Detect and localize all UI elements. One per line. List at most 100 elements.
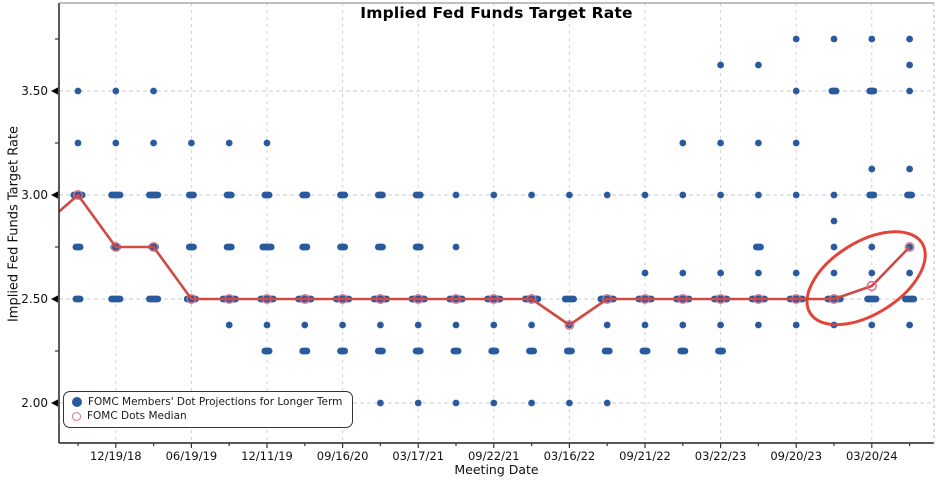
fomc-dot-cluster bbox=[337, 191, 349, 199]
y-tick-arrow-icon bbox=[51, 399, 58, 407]
open-circle-icon bbox=[72, 411, 81, 421]
median-marker bbox=[904, 242, 915, 252]
fomc-dot-cluster bbox=[639, 347, 651, 355]
fomc-dot bbox=[150, 139, 158, 147]
fomc-dot bbox=[641, 269, 649, 277]
fomc-dot bbox=[906, 35, 913, 43]
fomc-dot bbox=[452, 321, 460, 329]
fomc-dot bbox=[414, 321, 422, 329]
median-marker-highlight bbox=[866, 280, 877, 292]
fomc-dot bbox=[717, 269, 724, 277]
fomc-dot bbox=[679, 139, 687, 147]
fomc-dot bbox=[263, 321, 271, 329]
fomc-dot-cluster bbox=[828, 87, 840, 95]
fomc-dot bbox=[792, 269, 800, 277]
fomc-dot bbox=[566, 191, 573, 199]
fomc-dot bbox=[755, 321, 762, 329]
fomc-dot-cluster bbox=[715, 347, 727, 355]
fomc-dot bbox=[792, 321, 800, 329]
median-line bbox=[58, 193, 911, 327]
fomc-dot bbox=[717, 139, 724, 147]
y-tick-arrow-icon bbox=[51, 87, 58, 95]
fomc-dot-cluster bbox=[488, 347, 500, 355]
y-axis-title: Implied Fed Funds Target Rate bbox=[6, 125, 22, 323]
fomc-dot bbox=[188, 139, 195, 147]
median-marker bbox=[564, 320, 575, 330]
fomc-dot-cluster bbox=[904, 191, 916, 199]
fomc-dot-cluster bbox=[299, 191, 311, 199]
x-tick-label: 03/22/23 bbox=[695, 449, 747, 463]
fomc-dot-cluster bbox=[108, 295, 124, 303]
fomc-dot bbox=[414, 399, 422, 407]
y-tick-arrow-icon bbox=[51, 295, 58, 303]
fomc-dot bbox=[603, 321, 611, 329]
x-tick-label: 09/20/23 bbox=[770, 449, 822, 463]
x-axis-title: Meeting Date bbox=[454, 462, 539, 477]
fomc-dot-cluster bbox=[864, 295, 880, 303]
fomc-dot-cluster bbox=[412, 243, 424, 251]
fomc-dot bbox=[868, 243, 876, 251]
fomc-dot bbox=[377, 399, 384, 407]
y-tick-label: 2.00 bbox=[21, 396, 48, 410]
x-tick-label: 03/16/22 bbox=[544, 449, 596, 463]
fomc-dot bbox=[792, 87, 800, 95]
fomc-dot bbox=[717, 191, 724, 199]
fomc-dot bbox=[679, 321, 687, 329]
x-tick-label: 09/21/22 bbox=[619, 449, 671, 463]
fomc-dot bbox=[906, 165, 913, 173]
fomc-dot bbox=[225, 139, 233, 147]
fomc-dot bbox=[906, 321, 913, 329]
fomc-dot-cluster bbox=[902, 295, 918, 303]
fomc-dot-cluster bbox=[412, 347, 424, 355]
fomc-dot bbox=[906, 269, 913, 277]
legend-median-label: FOMC Dots Median bbox=[87, 410, 187, 422]
fomc-dot bbox=[792, 191, 800, 199]
fomc-dot-cluster bbox=[223, 243, 235, 251]
fomc-dot bbox=[301, 321, 309, 329]
fomc-dot-cluster bbox=[223, 191, 235, 199]
chart-title: Implied Fed Funds Target Rate bbox=[360, 4, 633, 22]
fomc-dot bbox=[603, 191, 611, 199]
fomc-dot bbox=[755, 269, 762, 277]
fomc-dot-cluster bbox=[866, 191, 878, 199]
fomc-dot bbox=[490, 399, 498, 407]
fomc-dot bbox=[868, 165, 876, 173]
fomc-dot bbox=[679, 269, 687, 277]
fomc-dot-cluster bbox=[561, 295, 577, 303]
fomc-dot bbox=[830, 243, 838, 251]
fomc-dot bbox=[868, 35, 876, 43]
legend-item-dots: FOMC Members' Dot Projections for Longer… bbox=[72, 396, 342, 408]
fomc-dot bbox=[490, 321, 498, 329]
fomc-dot-cluster bbox=[299, 347, 311, 355]
fomc-dot bbox=[528, 321, 535, 329]
fomc-dot-cluster bbox=[261, 191, 273, 199]
fomc-dot-cluster bbox=[412, 191, 424, 199]
fomc-dot-cluster bbox=[752, 243, 764, 251]
fomc-dot bbox=[717, 61, 724, 69]
fomc-dot-cluster bbox=[72, 295, 84, 303]
fomc-dot bbox=[74, 139, 82, 147]
fomc-dot-cluster bbox=[374, 347, 386, 355]
fomc-dot-cluster bbox=[259, 243, 275, 251]
fomc-dot bbox=[792, 35, 800, 43]
legend-item-median: FOMC Dots Median bbox=[72, 410, 342, 422]
fomc-dot bbox=[755, 139, 762, 147]
fomc-dot bbox=[490, 191, 498, 199]
fomc-dot-cluster bbox=[108, 191, 124, 199]
fomc-dot-cluster bbox=[677, 347, 689, 355]
fomc-dot-cluster bbox=[601, 347, 613, 355]
fomc-dot bbox=[339, 321, 346, 329]
fomc-dot bbox=[830, 269, 838, 277]
fomc-dot-cluster bbox=[185, 243, 197, 251]
fomc-dot-cluster bbox=[261, 347, 273, 355]
fomc-dot bbox=[150, 87, 158, 95]
fomc-dot bbox=[755, 191, 762, 199]
fomc-dot bbox=[792, 139, 800, 147]
fomc-dot bbox=[679, 191, 687, 199]
fomc-dot bbox=[112, 139, 120, 147]
fomc-dot bbox=[452, 399, 460, 407]
fomc-dot-cluster bbox=[866, 87, 878, 95]
fomc-dot-cluster bbox=[337, 243, 349, 251]
